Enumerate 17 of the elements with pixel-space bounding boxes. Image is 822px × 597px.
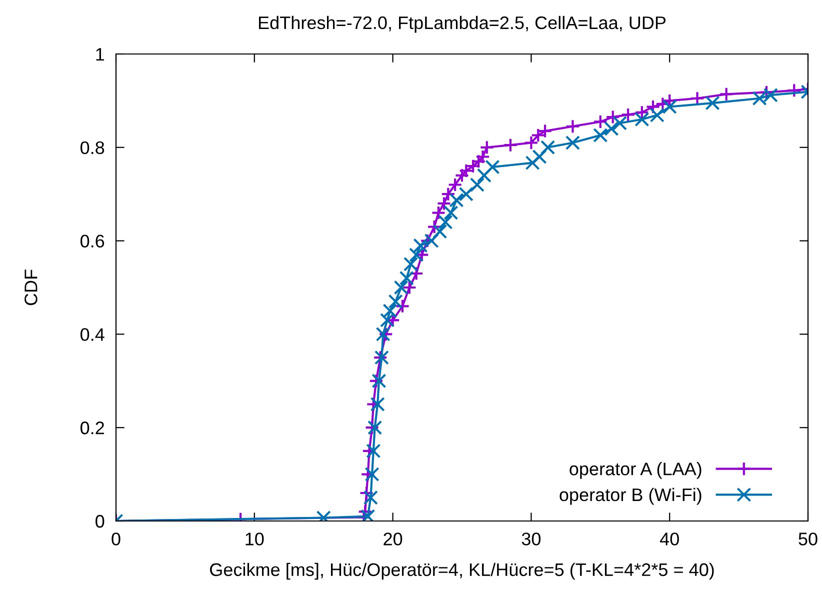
x-tick-label: 30 (522, 532, 541, 546)
y-tick-label: 1 (96, 48, 104, 61)
x-axis-title: Gecikme [ms], Hüc/Operatör=4, KL/Hücre=5 (T-KL=4*2*5 = 40) (210, 562, 714, 580)
x-tick-label: 40 (660, 532, 679, 546)
legend-label: operator A (LAA) (570, 462, 702, 479)
x-tick-label: 10 (246, 532, 264, 546)
x-tick-label: 50 (798, 532, 818, 546)
x-tick-label: 20 (384, 532, 402, 546)
x-tick-label: 0 (112, 532, 120, 546)
y-tick-label: 0.2 (80, 422, 104, 434)
legend-label: operator B (Wi-Fi) (560, 488, 702, 505)
y-tick-label: 0.6 (80, 234, 104, 248)
y-tick-label: 0 (96, 514, 104, 528)
chart-title: EdThresh=-72.0, FtpLambda=2.5, CellA=Laa, UDP (258, 16, 666, 33)
y-axis-title: CDF (24, 270, 38, 306)
y-tick-label: 0.8 (80, 141, 104, 154)
y-tick-label: 0.4 (80, 328, 104, 341)
